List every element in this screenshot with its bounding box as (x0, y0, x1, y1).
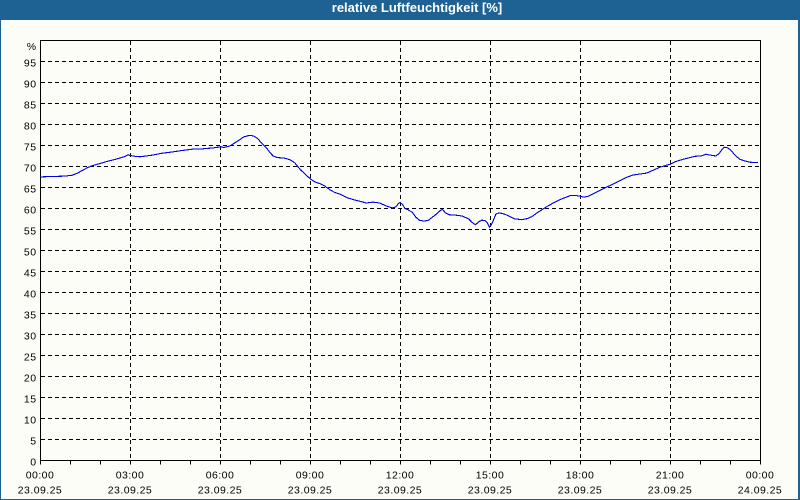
svg-text:85: 85 (24, 100, 37, 112)
svg-text:23.09.25: 23.09.25 (378, 485, 422, 497)
svg-text:20: 20 (24, 373, 37, 385)
svg-text:70: 70 (24, 163, 37, 175)
svg-text:00:00: 00:00 (746, 470, 775, 482)
svg-text:23.09.25: 23.09.25 (18, 485, 62, 497)
svg-text:40: 40 (24, 289, 37, 301)
svg-text:15: 15 (24, 394, 37, 406)
svg-text:12:00: 12:00 (386, 470, 415, 482)
svg-text:06:00: 06:00 (206, 470, 235, 482)
svg-text:90: 90 (24, 79, 37, 91)
svg-text:15:00: 15:00 (476, 470, 505, 482)
svg-text:23.09.25: 23.09.25 (288, 485, 332, 497)
svg-text:0: 0 (30, 457, 36, 469)
svg-text:24.09.25: 24.09.25 (738, 485, 782, 497)
svg-text:23.09.25: 23.09.25 (108, 485, 152, 497)
svg-text:00:00: 00:00 (26, 470, 55, 482)
svg-text:23.09.25: 23.09.25 (558, 485, 602, 497)
svg-text:60: 60 (24, 205, 37, 217)
svg-text:75: 75 (24, 142, 37, 154)
svg-text:65: 65 (24, 184, 37, 196)
svg-text:03:00: 03:00 (116, 470, 145, 482)
svg-text:45: 45 (24, 268, 37, 280)
svg-text:30: 30 (24, 331, 37, 343)
svg-text:21:00: 21:00 (656, 470, 685, 482)
svg-text:35: 35 (24, 310, 37, 322)
svg-text:23.09.25: 23.09.25 (468, 485, 512, 497)
svg-text:55: 55 (24, 226, 37, 238)
svg-text:23.09.25: 23.09.25 (648, 485, 692, 497)
svg-text:23.09.25: 23.09.25 (198, 485, 242, 497)
svg-text:95: 95 (24, 58, 37, 70)
svg-text:5: 5 (30, 436, 36, 448)
svg-text:80: 80 (24, 121, 37, 133)
svg-text:50: 50 (24, 247, 37, 259)
svg-text:18:00: 18:00 (566, 470, 595, 482)
svg-text:10: 10 (24, 415, 37, 427)
svg-text:%: % (27, 41, 37, 53)
svg-text:09:00: 09:00 (296, 470, 325, 482)
svg-text:25: 25 (24, 352, 37, 364)
